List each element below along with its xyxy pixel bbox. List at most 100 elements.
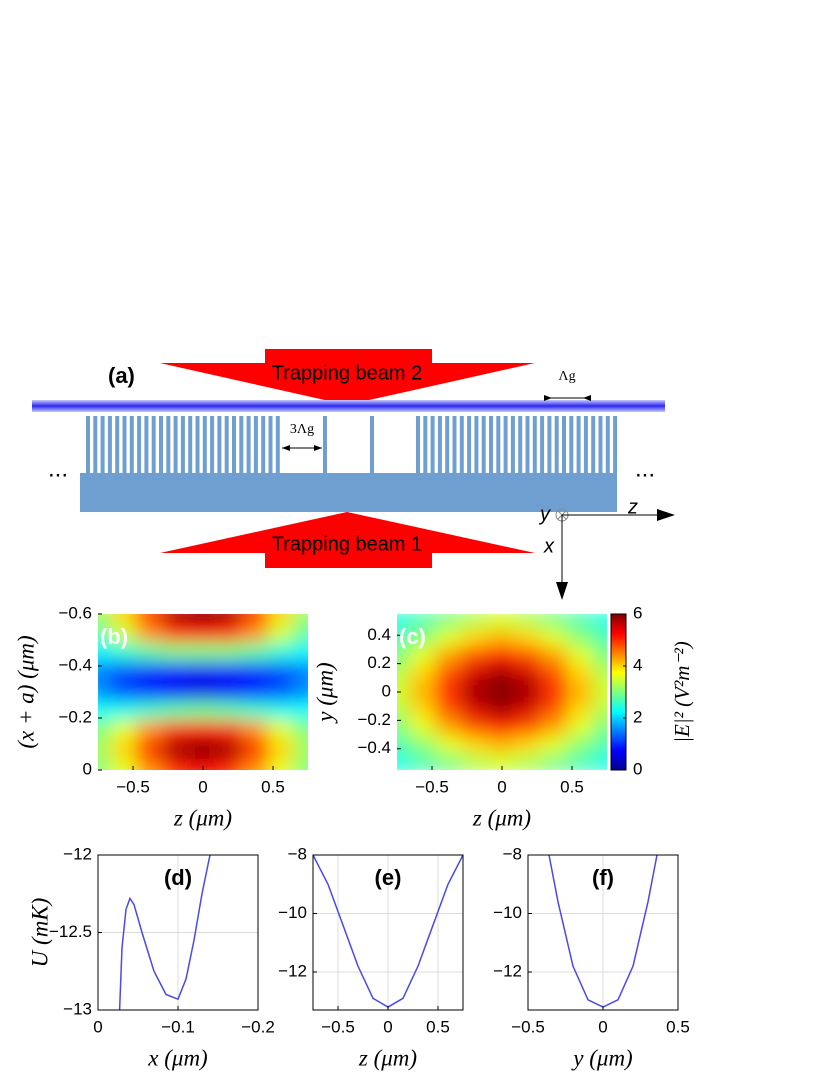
cell — [397, 664, 412, 685]
heatmap — [98, 614, 308, 770]
x-tick-label: 0.5 — [426, 1017, 450, 1036]
cell — [566, 614, 595, 631]
y-tick-label: −8 — [288, 844, 307, 863]
cell — [267, 661, 296, 684]
tooth — [583, 416, 588, 473]
cell — [293, 681, 308, 703]
x-tick-label: −0.5 — [116, 777, 150, 796]
cell — [409, 682, 438, 702]
tooth — [107, 416, 112, 473]
x-axis-label: z (μm) — [472, 805, 531, 830]
y-tick-label: −13 — [63, 999, 92, 1018]
cell — [241, 681, 270, 703]
tooth — [93, 416, 98, 473]
x-tick-label: 0 — [383, 1017, 392, 1036]
tooth — [518, 416, 523, 473]
x-tick-label: −0.2 — [241, 1017, 275, 1036]
cell — [188, 622, 218, 645]
cell — [566, 664, 595, 685]
cell — [540, 717, 569, 738]
y-tick-label: −12.5 — [49, 922, 92, 941]
tooth — [137, 416, 142, 473]
cell — [98, 681, 113, 703]
cell — [241, 661, 270, 684]
cell — [136, 661, 165, 684]
cell — [461, 664, 490, 685]
cell — [409, 699, 438, 720]
cell — [110, 720, 139, 742]
panel-label: (b) — [100, 624, 128, 649]
tooth — [416, 416, 420, 473]
cell — [592, 753, 607, 770]
colorbar-label: |E|² (V²m⁻²) — [670, 641, 694, 743]
tooth — [100, 416, 105, 473]
tooth — [459, 416, 464, 473]
cell — [435, 646, 464, 667]
cell — [293, 759, 308, 770]
x-tick-label: 0 — [497, 777, 506, 796]
cell — [487, 664, 517, 685]
cell — [293, 642, 308, 664]
cell — [188, 661, 218, 684]
cell — [136, 681, 165, 703]
tooth — [144, 416, 149, 473]
tooth — [151, 416, 156, 473]
beam-1 — [265, 552, 432, 568]
beam-label: Trapping beam 1 — [272, 533, 422, 555]
beam-1 — [160, 512, 535, 553]
y-axis-label: y (μm) — [312, 662, 337, 723]
cell — [540, 614, 569, 631]
cell — [514, 717, 543, 738]
cell — [514, 699, 543, 720]
y-tick-label: −10 — [278, 903, 307, 922]
cell — [487, 646, 517, 667]
cell — [487, 614, 517, 631]
y-tick-label: −12 — [63, 844, 92, 863]
cell — [566, 628, 595, 649]
cell — [98, 614, 113, 625]
cell — [592, 628, 607, 649]
x-tick-label: −0.5 — [511, 1017, 545, 1036]
line — [118, 855, 211, 1010]
cell — [215, 661, 244, 684]
cell — [267, 739, 296, 762]
cell — [461, 753, 490, 770]
cell — [241, 720, 270, 742]
panel-label: (a) — [108, 363, 135, 388]
x-axis-label: x (μm) — [147, 1045, 207, 1070]
cell — [435, 682, 464, 702]
tooth — [159, 416, 163, 473]
y-tick-label: −0.4 — [58, 655, 92, 674]
tooth — [268, 416, 273, 473]
tooth — [430, 416, 435, 473]
cell — [241, 700, 270, 723]
cell — [98, 661, 113, 684]
tooth — [188, 416, 193, 473]
tooth — [510, 416, 515, 473]
y-tick-label: 0.2 — [367, 653, 391, 672]
tooth — [569, 416, 574, 473]
cells — [397, 614, 607, 770]
tooth — [452, 416, 457, 473]
cell — [293, 661, 308, 684]
cell — [241, 614, 270, 625]
y-tick-label: −12 — [493, 961, 522, 980]
x-tick-label: 0 — [198, 777, 207, 796]
y-tick-label: −0.4 — [357, 738, 391, 757]
cell — [397, 682, 412, 702]
cell — [136, 739, 165, 762]
cell — [293, 700, 308, 723]
cell — [136, 614, 165, 625]
cell — [162, 622, 191, 645]
ellipsis: ... — [635, 455, 655, 482]
y-tick-label: −10 — [493, 903, 522, 922]
cell — [188, 759, 218, 770]
cell — [540, 699, 569, 720]
cell — [540, 646, 569, 667]
tooth — [467, 416, 472, 473]
tooth — [253, 416, 258, 473]
cell — [487, 753, 517, 770]
tooth — [503, 416, 508, 473]
cell — [110, 759, 139, 770]
tooth — [576, 416, 581, 473]
